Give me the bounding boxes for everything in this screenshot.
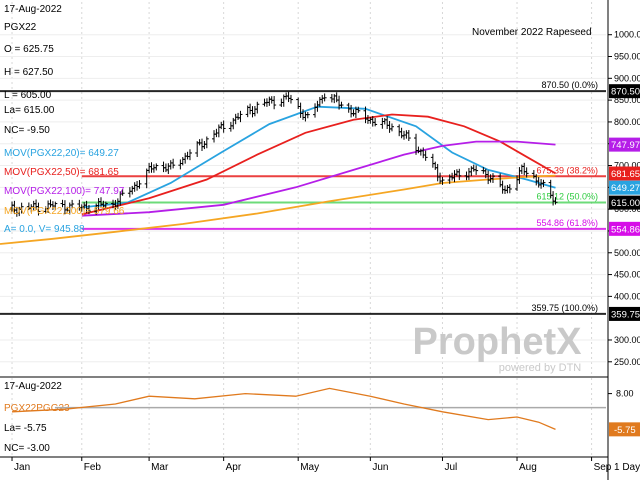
price-tag-box xyxy=(609,195,640,210)
change-label: NC= -9.50 xyxy=(4,125,50,136)
price-tag-label: 649.27 xyxy=(611,183,640,194)
price-tag-label: 747.97 xyxy=(611,140,640,151)
spread-y-tick-label: 8.00 xyxy=(616,389,634,399)
y-tick-label: 500.00 xyxy=(614,248,640,258)
open-label: O = 625.75 xyxy=(4,44,54,55)
fib-label: 675.39 (38.2%) xyxy=(536,165,598,175)
spread-grid xyxy=(11,378,593,456)
y-tick-label: 800.00 xyxy=(614,117,640,127)
price-tags: 870.50 747.97 681.65 649.27 615.00 554.86 359.… xyxy=(609,84,640,321)
spread-y-axis: 8.00 -5.75 xyxy=(608,389,640,437)
high-label: H = 627.50 xyxy=(4,67,54,78)
spread-date: 17-Aug-2022 xyxy=(4,381,62,392)
date-x-axis: Jan Feb Mar Apr May Jun Jul Aug Sep xyxy=(0,456,612,473)
price-tag-box xyxy=(609,84,640,99)
ma-line xyxy=(0,174,556,245)
y-tick-label: 850.00 xyxy=(614,95,640,105)
low-label: L = 605.00 xyxy=(4,90,52,101)
symbol-label: PGX22 xyxy=(4,22,37,33)
ma-line xyxy=(81,113,556,216)
chart-date: 17-Aug-2022 xyxy=(4,4,62,15)
x-tick-label: Aug xyxy=(519,462,537,473)
period-label: 1 Day xyxy=(614,462,640,473)
price-tag-box xyxy=(609,137,640,152)
spread-last-label: La= -5.75 xyxy=(4,423,47,434)
fib-label: 615.12 (50.0%) xyxy=(536,192,598,202)
price-tag-box xyxy=(609,306,640,321)
price-tag-label: 870.50 xyxy=(611,87,640,98)
y-tick-label: 950.00 xyxy=(614,52,640,62)
x-tick-label: May xyxy=(300,462,319,473)
y-tick-label: 300.00 xyxy=(614,335,640,345)
x-tick-label: Jun xyxy=(372,462,388,473)
price-tag-box xyxy=(609,221,640,236)
spread-last-tag-box xyxy=(609,422,640,437)
last-label: La= 615.00 xyxy=(4,105,55,116)
fibonacci-lines: 870.50 (0.0%) 675.39 (38.2%) 615.12 (50.0%… xyxy=(0,80,606,315)
price-tag-label: 359.75 xyxy=(611,309,640,320)
ma50-label: MOV(PGX22,50)= 681.65 xyxy=(4,167,119,178)
ma200-label: MOV(PGX22,200)= 579.66 xyxy=(4,206,125,217)
y-tick-label: 1000.00 xyxy=(614,30,640,40)
y-tick-label: 900.00 xyxy=(614,73,640,83)
watermark: ProphetX powered by DTN xyxy=(413,321,583,374)
ma100-label: MOV(PGX22,100)= 747.97 xyxy=(4,186,125,197)
ma20-label: MOV(PGX22,20)= 649.27 xyxy=(4,148,119,159)
fib-label: 554.86 (61.8%) xyxy=(536,218,598,228)
spread-series-line xyxy=(11,387,556,430)
spread-panel: 17-Aug-2022 PGX22PGG23 La= -5.75 NC= -3.… xyxy=(0,376,640,456)
spread-line xyxy=(11,387,606,430)
spread-symbol: PGX22PGG23 xyxy=(4,403,70,414)
y-tick-label: 250.00 xyxy=(614,357,640,367)
watermark-brand: ProphetX xyxy=(413,321,583,363)
x-tick-label: Sep xyxy=(594,462,612,473)
price-tag-box xyxy=(609,180,640,195)
x-tick-label: Apr xyxy=(226,462,242,473)
price-tag-label: 554.86 xyxy=(611,224,640,235)
fib-label: 359.75 (100.0%) xyxy=(531,303,598,313)
x-tick-label: Feb xyxy=(84,462,102,473)
fib-label: 870.50 (0.0%) xyxy=(541,80,598,90)
x-tick-label: Jul xyxy=(444,462,457,473)
info-labels: 17-Aug-2022 PGX22 O = 625.75 H = 627.50 … xyxy=(4,4,592,235)
x-tick-label: Mar xyxy=(151,462,169,473)
watermark-tagline: powered by DTN xyxy=(499,362,582,374)
price-tag-label: 615.00 xyxy=(611,198,640,209)
price-grid xyxy=(0,2,606,374)
chart-title: November 2022 Rapeseed xyxy=(472,27,592,38)
x-tick-label: Jan xyxy=(14,462,30,473)
y-tick-label: 700.00 xyxy=(614,161,640,171)
spread-last-tag-label: -5.75 xyxy=(614,425,636,436)
y-tick-label: 400.00 xyxy=(614,291,640,301)
ma-line xyxy=(81,140,556,217)
y-tick-label: 450.00 xyxy=(614,270,640,280)
price-bars xyxy=(10,91,558,217)
volume-label: A= 0.0, V= 945.88 xyxy=(4,224,85,235)
spread-change-label: NC= -3.00 xyxy=(4,443,50,454)
price-tag-label: 681.65 xyxy=(611,169,640,180)
price-tag-box xyxy=(609,166,640,181)
